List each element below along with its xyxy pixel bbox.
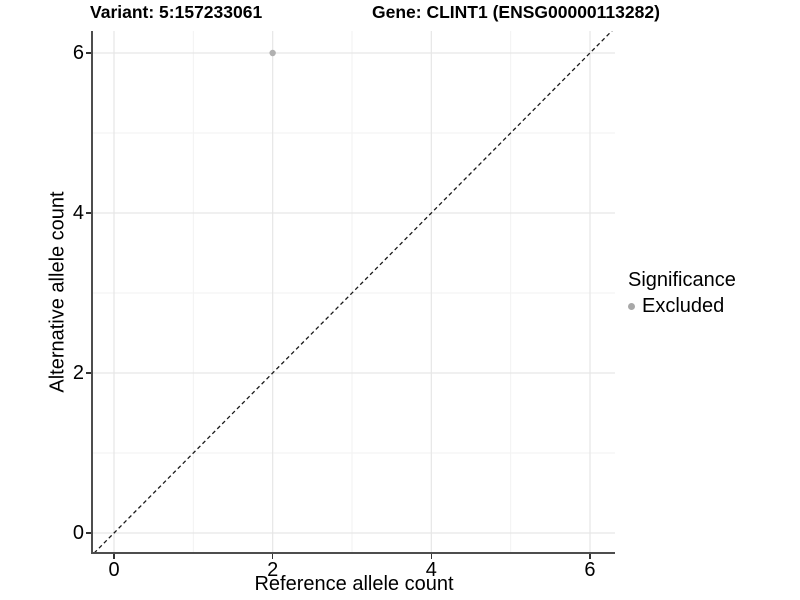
plot-area [93, 31, 615, 552]
x-tick-mark [271, 554, 274, 559]
legend-item-label: Excluded [642, 295, 725, 317]
variant-title: Variant: 5:157233061 [90, 2, 263, 22]
x-tick-label: 4 [425, 559, 437, 581]
x-tick-mark [589, 554, 591, 559]
y-tick-label: 2 [72, 362, 84, 384]
x-tick-label: 2 [267, 559, 279, 581]
legend-item-excluded: Excluded [628, 295, 736, 318]
x-tick-label: 6 [584, 559, 596, 581]
gene-title: Gene: CLINT1 (ENSG00000113282) [372, 2, 660, 22]
y-tick-mark [86, 52, 91, 54]
y-tick-mark [86, 372, 91, 374]
y-tick-label: 0 [72, 522, 84, 544]
y-tick-mark [86, 212, 91, 214]
identity-dashed-line [94, 31, 613, 552]
x-tick-mark [430, 554, 433, 559]
plot-panel [91, 31, 615, 554]
excluded-point-icon [628, 303, 635, 310]
x-tick-mark [113, 554, 115, 559]
x-tick-label: 0 [108, 559, 120, 581]
y-tick-mark [86, 532, 91, 534]
y-tick-label: 4 [72, 202, 84, 224]
x-axis-title: Reference allele count [254, 573, 454, 595]
legend-title: Significance [628, 269, 736, 291]
data-point [269, 49, 276, 57]
y-tick-label: 6 [72, 42, 84, 64]
legend: Significance Excluded [628, 269, 736, 318]
